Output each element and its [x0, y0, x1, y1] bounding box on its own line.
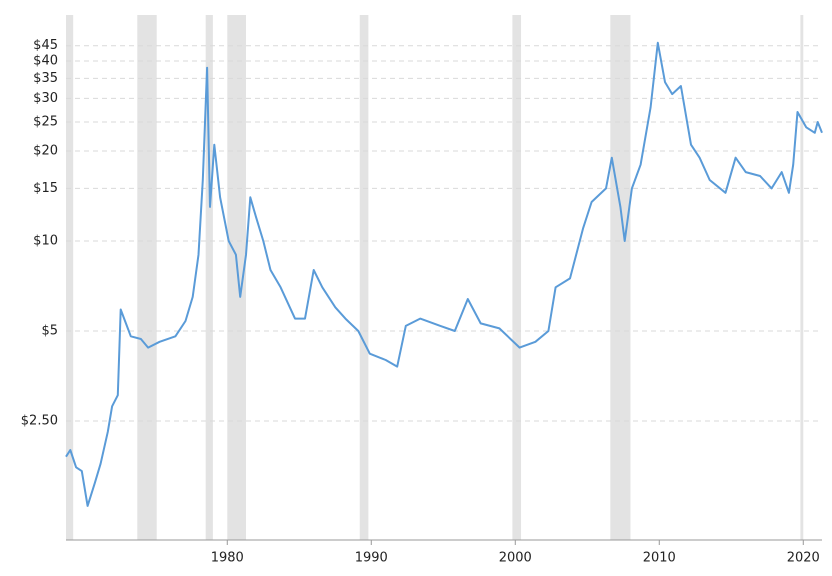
x-tick-label: 1980 [211, 551, 244, 566]
y-tick-label: $35 [33, 71, 58, 86]
shaded-period [610, 15, 631, 540]
shaded-period [800, 15, 804, 540]
y-tick-label: $10 [33, 234, 58, 249]
shaded-period [227, 15, 246, 540]
x-tick-label: 1990 [355, 551, 388, 566]
y-tick-label: $20 [33, 143, 58, 158]
shaded-period [66, 15, 74, 540]
y-tick-label: $15 [33, 181, 58, 196]
shaded-period [137, 15, 157, 540]
shaded-period [205, 15, 213, 540]
x-tick-label: 2010 [643, 551, 676, 566]
y-tick-label: $25 [33, 115, 58, 130]
y-tick-label: $2.50 [21, 414, 58, 429]
shaded-period [512, 15, 522, 540]
y-tick-label: $40 [33, 53, 58, 68]
price-line [65, 41, 823, 507]
y-tick-label: $45 [33, 38, 58, 53]
y-tick-label: $30 [33, 91, 58, 106]
y-tick-label: $5 [41, 324, 58, 339]
x-tick-label: 2000 [499, 551, 532, 566]
shaded-period [359, 15, 369, 540]
x-tick-label: 2020 [787, 551, 820, 566]
